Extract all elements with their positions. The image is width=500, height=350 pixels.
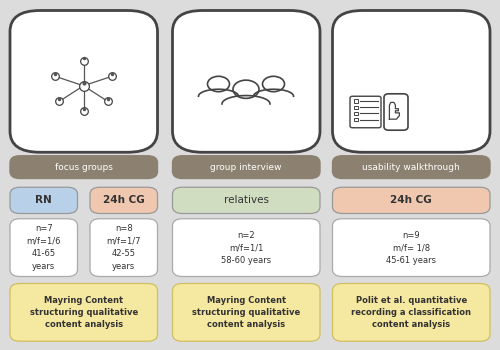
FancyBboxPatch shape <box>10 10 158 152</box>
FancyBboxPatch shape <box>10 187 78 214</box>
FancyBboxPatch shape <box>10 219 78 276</box>
FancyBboxPatch shape <box>90 187 158 214</box>
FancyBboxPatch shape <box>172 284 320 341</box>
Polygon shape <box>390 102 400 119</box>
FancyBboxPatch shape <box>354 118 358 121</box>
FancyBboxPatch shape <box>10 284 158 341</box>
FancyBboxPatch shape <box>90 219 158 276</box>
Text: n=7
m/f=1/6
41-65
years: n=7 m/f=1/6 41-65 years <box>26 224 61 271</box>
FancyBboxPatch shape <box>354 112 358 115</box>
FancyBboxPatch shape <box>172 10 320 152</box>
FancyBboxPatch shape <box>172 156 320 178</box>
FancyBboxPatch shape <box>354 99 358 103</box>
Text: 24h CG: 24h CG <box>103 195 144 205</box>
Text: n=9
m/f= 1/8
45-61 years: n=9 m/f= 1/8 45-61 years <box>386 231 436 265</box>
Text: n=2
m/f=1/1
58-60 years: n=2 m/f=1/1 58-60 years <box>221 231 272 265</box>
Text: focus groups: focus groups <box>55 163 112 172</box>
Text: usability walkthrough: usability walkthrough <box>362 163 460 172</box>
FancyBboxPatch shape <box>332 156 490 178</box>
Text: 24h CG: 24h CG <box>390 195 432 205</box>
FancyBboxPatch shape <box>332 284 490 341</box>
FancyBboxPatch shape <box>384 94 408 130</box>
FancyBboxPatch shape <box>350 96 381 128</box>
Text: RN: RN <box>36 195 52 205</box>
FancyBboxPatch shape <box>172 187 320 214</box>
FancyBboxPatch shape <box>172 219 320 276</box>
FancyBboxPatch shape <box>332 187 490 214</box>
FancyBboxPatch shape <box>332 10 490 152</box>
FancyBboxPatch shape <box>10 156 158 178</box>
Text: Mayring Content
structuring qualitative
content analysis: Mayring Content structuring qualitative … <box>192 296 300 329</box>
FancyBboxPatch shape <box>354 106 358 109</box>
FancyBboxPatch shape <box>332 219 490 276</box>
Text: relatives: relatives <box>224 195 269 205</box>
Text: n=8
m/f=1/7
42-55
years: n=8 m/f=1/7 42-55 years <box>106 224 141 271</box>
Text: Polit et al. quantitative
recording a classification
content analysis: Polit et al. quantitative recording a cl… <box>351 296 471 329</box>
Text: Mayring Content
structuring qualitative
content analysis: Mayring Content structuring qualitative … <box>30 296 138 329</box>
Text: group interview: group interview <box>210 163 282 172</box>
